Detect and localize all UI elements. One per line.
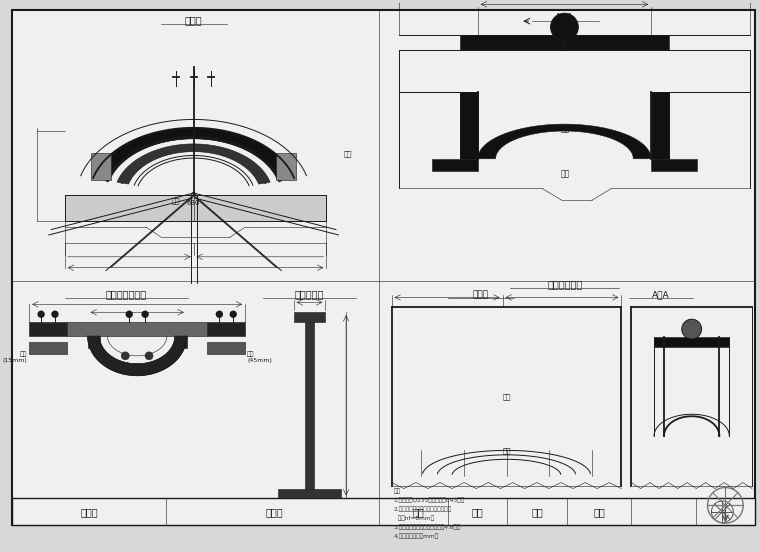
- Text: 侧面图: 侧面图: [185, 15, 202, 25]
- Text: 垫板: 垫板: [172, 197, 180, 204]
- Text: 设计: 设计: [413, 507, 424, 517]
- Circle shape: [550, 13, 578, 41]
- Text: 钢板: 钢板: [344, 151, 353, 157]
- Polygon shape: [87, 336, 187, 375]
- Text: 钢板
(15mm): 钢板 (15mm): [2, 351, 27, 363]
- Polygon shape: [87, 336, 100, 348]
- Polygon shape: [207, 322, 245, 336]
- Polygon shape: [432, 159, 478, 171]
- Circle shape: [126, 311, 132, 317]
- Text: A一A: A一A: [556, 12, 575, 22]
- Circle shape: [145, 352, 153, 360]
- Circle shape: [38, 311, 44, 317]
- Polygon shape: [293, 312, 325, 322]
- Polygon shape: [651, 92, 669, 159]
- Polygon shape: [91, 152, 111, 180]
- Text: 630: 630: [187, 200, 201, 206]
- Polygon shape: [478, 124, 651, 159]
- Text: 审核: 审核: [594, 507, 606, 517]
- Circle shape: [230, 311, 236, 317]
- Polygon shape: [207, 342, 245, 354]
- Circle shape: [142, 311, 148, 317]
- Text: 垫板: 垫板: [502, 393, 511, 400]
- Polygon shape: [67, 322, 207, 336]
- Text: 复核: 复核: [531, 507, 543, 517]
- Bar: [65, 195, 326, 221]
- Circle shape: [122, 352, 129, 360]
- Text: 连军锚孤溢图: 连军锚孤溢图: [547, 279, 583, 290]
- Text: 注：: 注：: [394, 489, 401, 494]
- Text: 锚栓大样图: 锚栓大样图: [295, 289, 325, 299]
- Polygon shape: [460, 35, 669, 50]
- Polygon shape: [117, 144, 270, 184]
- Text: 钢板: 钢板: [560, 125, 569, 134]
- Text: 1.钢材采用Q235钢，焊条用E43型。: 1.钢材采用Q235钢，焊条用E43型。: [394, 497, 465, 503]
- Polygon shape: [460, 92, 478, 159]
- Text: 设计: 设计: [472, 507, 483, 517]
- Polygon shape: [305, 322, 315, 489]
- Circle shape: [682, 319, 701, 339]
- Circle shape: [52, 311, 58, 317]
- Polygon shape: [277, 152, 296, 180]
- Text: 工程名: 工程名: [81, 507, 99, 517]
- Polygon shape: [175, 336, 187, 348]
- Text: 图纸名: 图纸名: [266, 507, 283, 517]
- Text: 2.焊缝除注明外，均为角焊缝，焊脚: 2.焊缝除注明外，均为角焊缝，焊脚: [394, 506, 451, 512]
- Polygon shape: [654, 337, 730, 347]
- Text: 尺寸hf=8mm。: 尺寸hf=8mm。: [394, 515, 434, 521]
- Polygon shape: [651, 159, 697, 171]
- Text: 侧面图: 侧面图: [473, 290, 489, 299]
- Polygon shape: [29, 322, 67, 336]
- Bar: [12, 498, 755, 525]
- Text: A一A: A一A: [652, 290, 670, 299]
- Text: 虚腹钢板大样图: 虚腹钢板大样图: [106, 289, 147, 299]
- Polygon shape: [29, 342, 67, 354]
- Polygon shape: [93, 128, 294, 181]
- Text: 垫板: 垫板: [560, 169, 569, 178]
- Text: 3.螺栓均为普通螺栓，强度等级4.6级。: 3.螺栓均为普通螺栓，强度等级4.6级。: [394, 524, 461, 530]
- Text: 钢板
(45mm): 钢板 (45mm): [247, 351, 272, 363]
- Text: 4.图中尺寸单位为mm。: 4.图中尺寸单位为mm。: [394, 533, 439, 539]
- Polygon shape: [277, 489, 341, 498]
- Circle shape: [217, 311, 223, 317]
- Text: 垫板: 垫板: [502, 448, 511, 454]
